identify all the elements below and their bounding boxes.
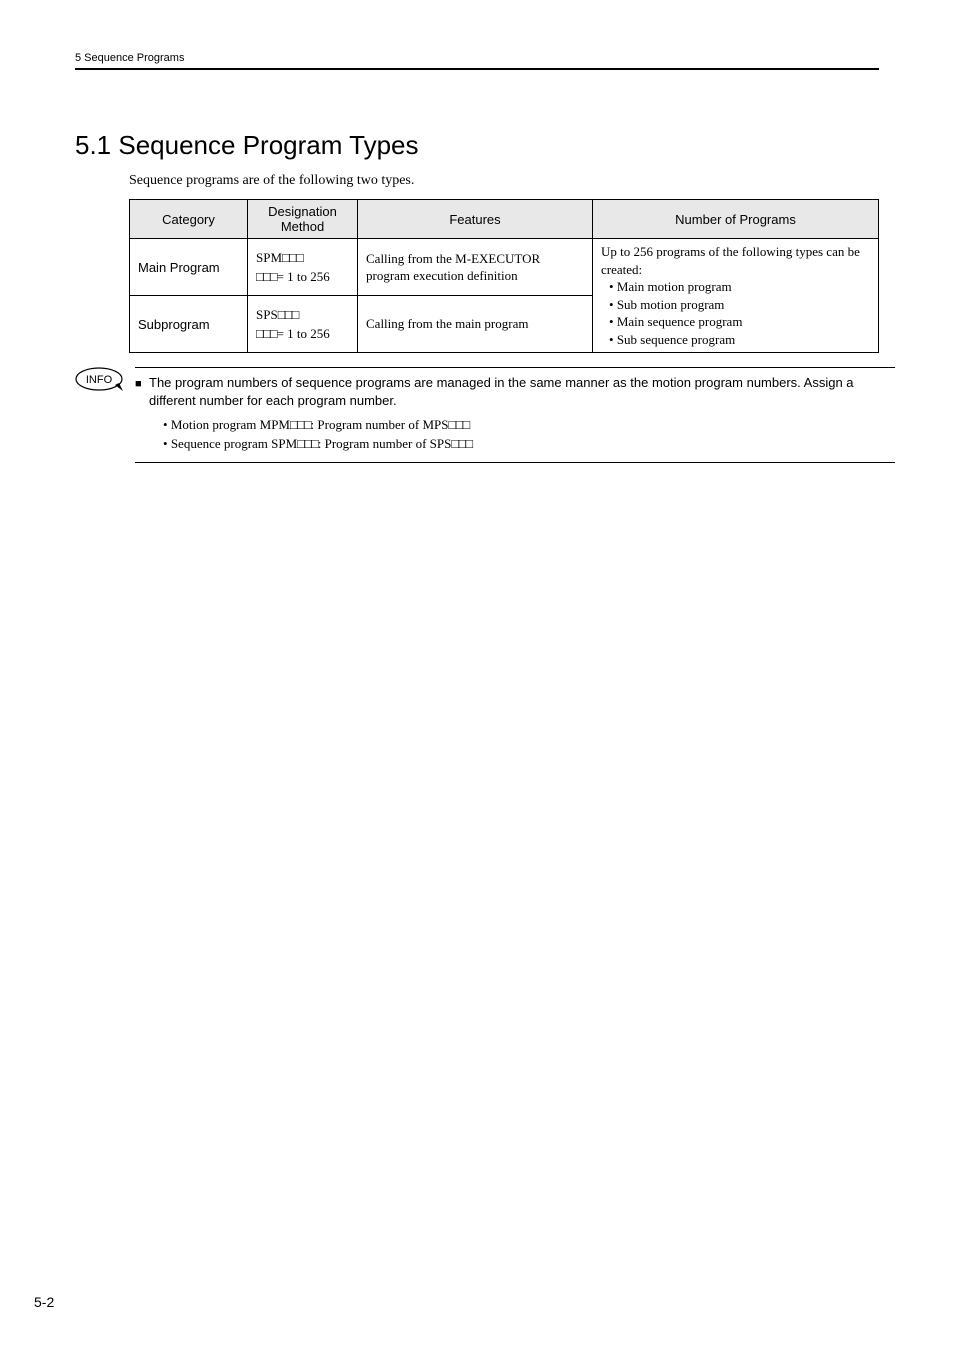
chapter-label: 5 Sequence Programs [75, 52, 184, 64]
page-number: 5-2 [34, 1294, 54, 1310]
table-row: Main Program SPM□□□ □□□= 1 to 256 Callin… [130, 239, 879, 296]
cell-features: Calling from the M-EXECU­TOR program exe… [358, 239, 593, 296]
placeholder-icon: □□□ [278, 307, 299, 322]
col-designation: Designation Method [248, 200, 358, 239]
desig-prefix: SPM [256, 250, 282, 265]
bullet-prefix: Sequence program SPM [171, 436, 297, 451]
placeholder-icon: □□□ [451, 436, 472, 451]
cell-designation: SPS□□□ □□□= 1 to 256 [248, 296, 358, 353]
info-icon-label: INFO [86, 374, 113, 386]
info-sub-bullets: Motion program MPM□□□: Program number of… [135, 415, 895, 454]
page-header: 5 Sequence Programs [75, 52, 879, 70]
cell-category: Main Program [130, 239, 248, 296]
cell-category: Subprogram [130, 296, 248, 353]
info-paragraph: ■ The program numbers of sequence progra… [135, 374, 895, 410]
info-bullet: Motion program MPM□□□: Program number of… [163, 415, 895, 435]
desig-range: = 1 to 256 [277, 269, 330, 284]
col-features: Features [358, 200, 593, 239]
programs-list: Main motion program Sub motion program M… [601, 278, 870, 348]
placeholder-icon: □□□ [256, 269, 277, 284]
bullet-prefix: Motion program MPM [171, 417, 290, 432]
placeholder-icon: □□□ [256, 326, 277, 341]
list-item: Main sequence program [609, 313, 870, 331]
placeholder-icon: □□□ [290, 417, 311, 432]
desig-prefix: SPS [256, 307, 278, 322]
programs-intro: Up to 256 programs of the following type… [601, 243, 870, 278]
cell-features: Calling from the main program [358, 296, 593, 353]
section-title: 5.1 Sequence Program Types [75, 130, 879, 161]
info-text: The program numbers of sequence programs… [149, 375, 854, 408]
program-types-table: Category Designation Method Features Num… [129, 199, 879, 353]
desig-range: = 1 to 256 [277, 326, 330, 341]
info-rule [135, 462, 895, 463]
bullet-mid: : Program number of MPS [311, 417, 449, 432]
list-item: Sub motion program [609, 296, 870, 314]
placeholder-icon: □□□ [449, 417, 470, 432]
info-rule [135, 367, 895, 368]
section-intro: Sequence programs are of the following t… [129, 173, 879, 189]
placeholder-icon: □□□ [297, 436, 318, 451]
info-block: INFO ■ The program numbers of sequence p… [75, 367, 895, 462]
cell-number-of-programs: Up to 256 programs of the following type… [593, 239, 879, 353]
list-item: Sub sequence program [609, 331, 870, 349]
info-bullet: Sequence program SPM□□□: Program number … [163, 434, 895, 454]
bullet-mid: : Program number of SPS [318, 436, 452, 451]
cell-designation: SPM□□□ □□□= 1 to 256 [248, 239, 358, 296]
col-number: Number of Programs [593, 200, 879, 239]
col-category: Category [130, 200, 248, 239]
placeholder-icon: □□□ [282, 250, 303, 265]
square-bullet-icon: ■ [135, 377, 142, 392]
info-icon: INFO [75, 365, 127, 393]
table-header-row: Category Designation Method Features Num… [130, 200, 879, 239]
list-item: Main motion program [609, 278, 870, 296]
